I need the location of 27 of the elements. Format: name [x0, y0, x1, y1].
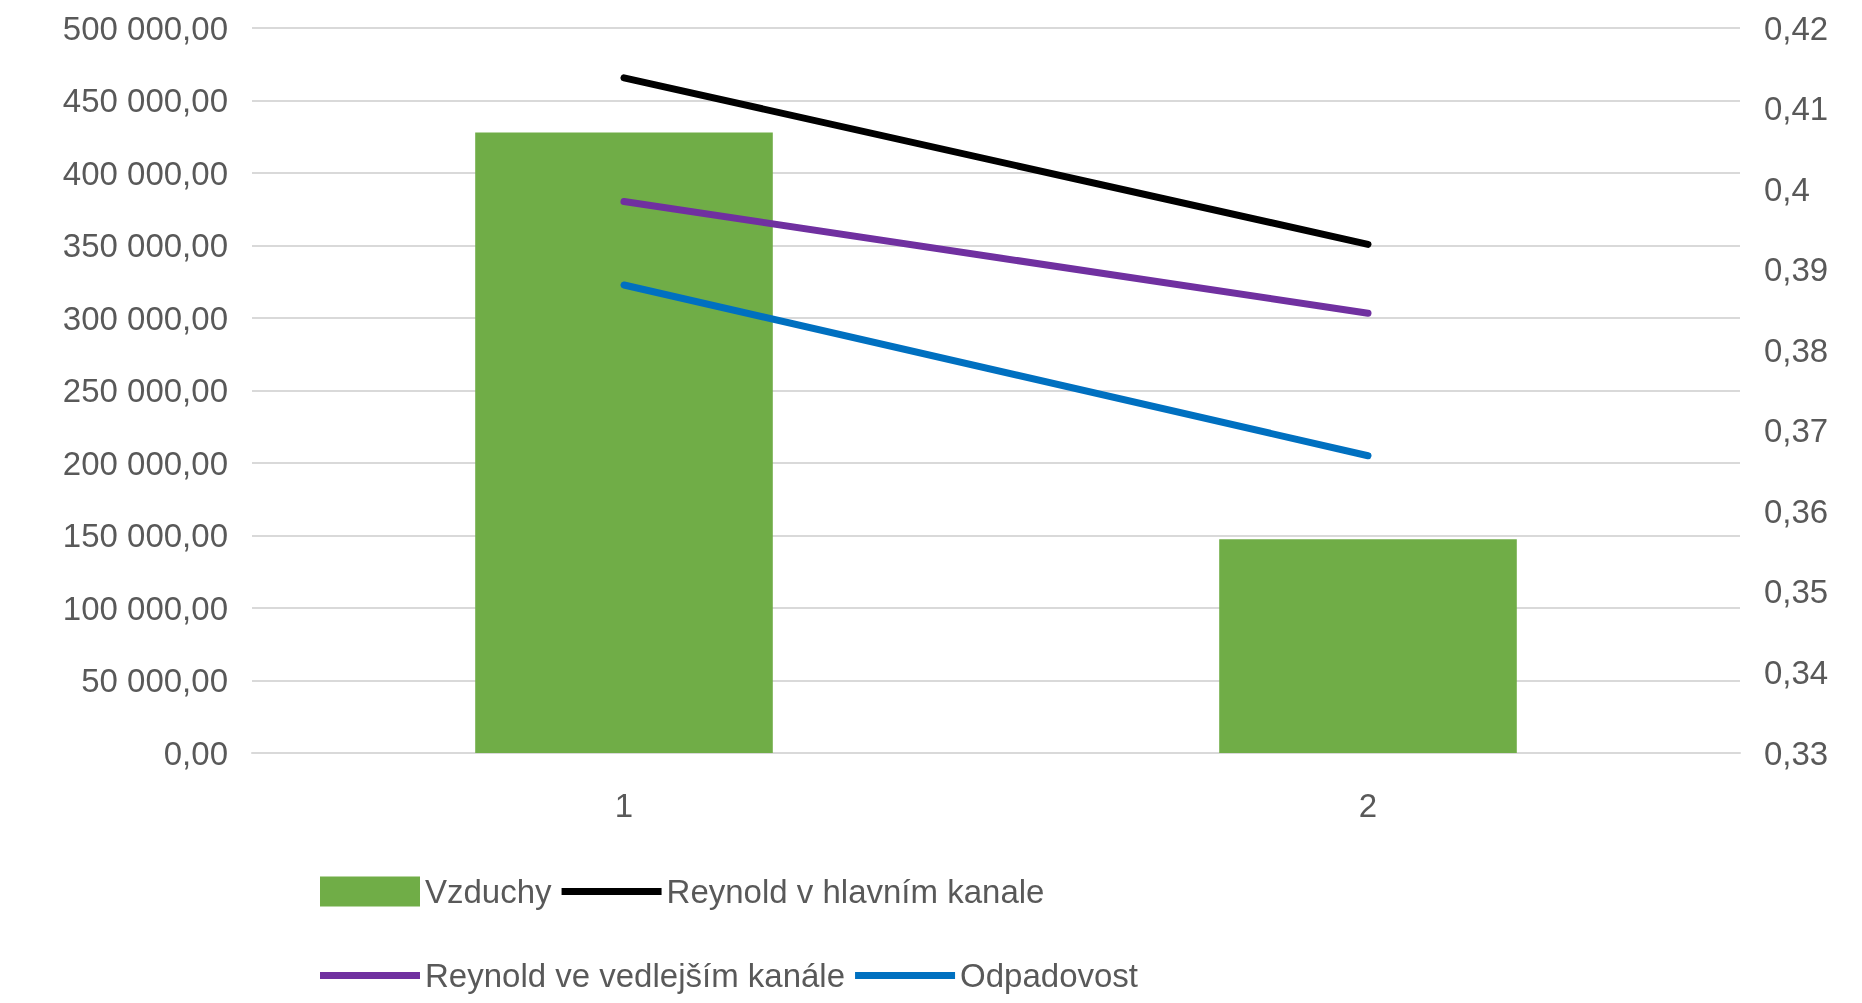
x-tick-label: 2: [1358, 787, 1378, 824]
legend-label: Vzduchy: [425, 873, 553, 910]
y-tick-label: 0,00: [163, 734, 228, 772]
y-tick-label: 100 000,00: [62, 589, 228, 627]
y-tick-label: 350 000,00: [62, 227, 228, 264]
y2-tick-label: 0,35: [1764, 573, 1829, 611]
y2-tick-label: 0,36: [1764, 492, 1829, 530]
y-tick-label: 250 000,00: [62, 372, 228, 409]
y2-tick-label: 0,33: [1764, 734, 1829, 772]
legend-label: Reynold ve vedlejším kanále: [425, 957, 846, 994]
y-tick-label: 200 000,00: [62, 444, 228, 482]
legend-label: Reynold v hlavním kanale: [666, 873, 1045, 910]
y-tick-label: 50 000,00: [81, 662, 228, 699]
y-tick-label: 450 000,00: [62, 82, 228, 119]
y2-tick-label: 0,38: [1764, 331, 1829, 369]
legend-label: Odpadovost: [960, 957, 1139, 994]
y2-tick-label: 0,37: [1764, 412, 1829, 450]
x-tick-label: 1: [614, 787, 634, 824]
y-tick-label: 500 000,00: [62, 9, 228, 47]
y-tick-label: 400 000,00: [62, 154, 228, 192]
y-tick-label: 150 000,00: [62, 517, 228, 554]
y2-tick-label: 0,41: [1764, 90, 1829, 128]
y-tick-label: 300 000,00: [62, 299, 228, 337]
y2-tick-label: 0,39: [1764, 251, 1829, 289]
y2-tick-label: 0,42: [1764, 9, 1829, 47]
y2-tick-label: 0,4: [1764, 170, 1810, 208]
y2-tick-label: 0,34: [1764, 653, 1829, 691]
